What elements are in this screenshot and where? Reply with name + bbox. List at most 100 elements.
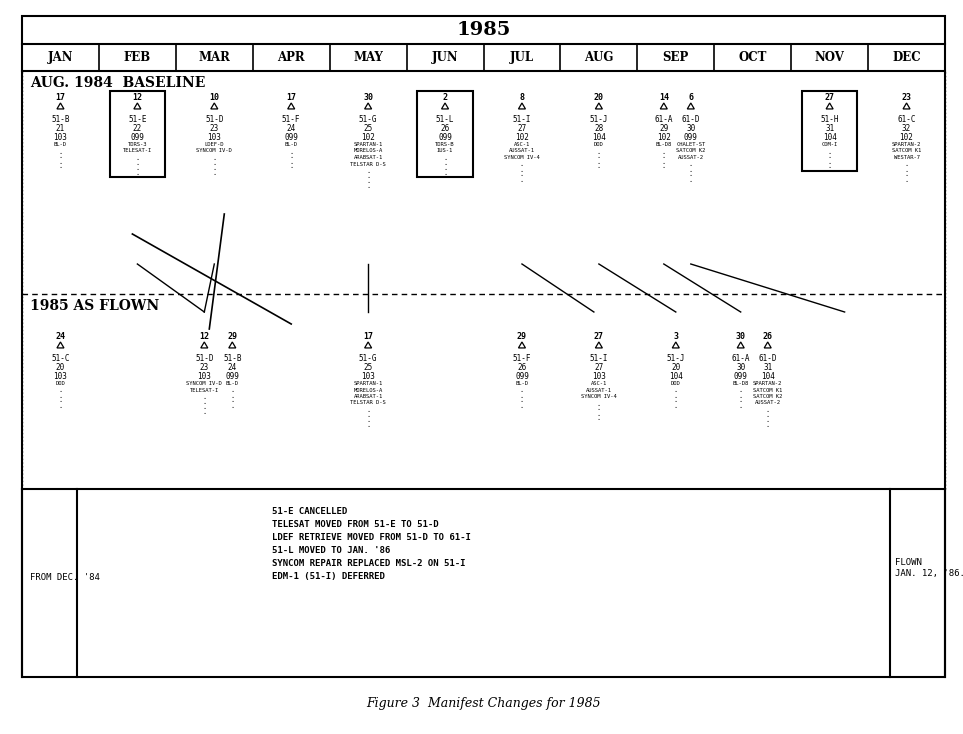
Text: .: .	[59, 398, 63, 404]
Text: TELSTAR D-S: TELSTAR D-S	[351, 401, 386, 405]
Text: 099: 099	[225, 372, 239, 381]
Text: 61-D: 61-D	[682, 115, 700, 124]
Text: AUG. 1984  BASELINE: AUG. 1984 BASELINE	[30, 76, 205, 90]
Text: SPARTAN-2: SPARTAN-2	[753, 381, 782, 386]
Text: LDEF-D: LDEF-D	[204, 142, 224, 147]
Text: CHALET-ST: CHALET-ST	[676, 142, 706, 147]
Text: MAY: MAY	[353, 51, 383, 64]
Text: BL-D8: BL-D8	[656, 142, 672, 147]
Text: .: .	[597, 415, 601, 421]
Text: 27: 27	[824, 93, 835, 102]
Text: .: .	[289, 159, 294, 164]
Text: TELESAT-I: TELESAT-I	[190, 388, 219, 393]
Text: 103: 103	[197, 372, 211, 381]
Text: MORELOS-A: MORELOS-A	[353, 388, 382, 393]
Text: APR: APR	[277, 51, 305, 64]
Text: 27: 27	[517, 124, 527, 133]
Text: SYNCOM IV-4: SYNCOM IV-4	[504, 155, 540, 160]
Text: 28: 28	[594, 124, 604, 133]
Text: .: .	[597, 159, 601, 164]
Text: OCT: OCT	[739, 51, 767, 64]
Text: SPARTAN-2: SPARTAN-2	[892, 142, 922, 147]
Text: .: .	[135, 165, 140, 171]
Text: .: .	[766, 422, 769, 428]
Text: 099: 099	[515, 372, 529, 381]
Text: .: .	[597, 153, 601, 159]
Text: LDEF RETRIEVE MOVED FROM 51-D TO 61-I: LDEF RETRIEVE MOVED FROM 51-D TO 61-I	[272, 533, 471, 542]
Text: 25: 25	[363, 124, 373, 133]
Text: AUSSAT-2: AUSSAT-2	[755, 401, 781, 405]
Text: 104: 104	[761, 372, 774, 381]
Text: 103: 103	[592, 372, 606, 381]
Text: .: .	[827, 159, 832, 164]
Text: 2: 2	[443, 93, 448, 102]
Text: SPARTAN-1: SPARTAN-1	[353, 142, 382, 147]
Text: 102: 102	[899, 133, 914, 142]
Text: SYNCOM IV-D: SYNCOM IV-D	[196, 148, 232, 153]
Text: AUSSAT-1: AUSSAT-1	[586, 388, 612, 393]
Text: 099: 099	[284, 133, 299, 142]
Text: 099: 099	[130, 133, 144, 142]
Text: TELESAT-I: TELESAT-I	[122, 148, 152, 153]
Text: .: .	[597, 401, 601, 407]
Text: SATCOM K2: SATCOM K2	[676, 148, 706, 153]
Text: WESTAR-7: WESTAR-7	[894, 155, 920, 160]
Text: .: .	[59, 388, 63, 393]
Text: DOD: DOD	[671, 381, 681, 386]
Text: 30: 30	[736, 332, 745, 341]
Text: 29: 29	[227, 332, 237, 341]
Text: 29: 29	[659, 124, 668, 133]
Text: NOV: NOV	[815, 51, 845, 64]
Text: 51-J: 51-J	[666, 354, 685, 363]
Text: TELESAT MOVED FROM 51-E TO 51-D: TELESAT MOVED FROM 51-E TO 51-D	[272, 520, 438, 529]
Text: .: .	[904, 176, 909, 183]
Text: 51-E CANCELLED: 51-E CANCELLED	[272, 507, 348, 516]
Text: .: .	[689, 161, 693, 167]
Text: 23: 23	[901, 93, 912, 102]
Text: .: .	[662, 148, 666, 154]
Text: .: .	[689, 176, 693, 183]
Text: 24: 24	[56, 332, 65, 341]
Text: 27: 27	[594, 332, 604, 341]
Text: .: .	[366, 173, 370, 179]
Text: BL-D: BL-D	[225, 381, 239, 386]
Text: 25: 25	[363, 363, 373, 372]
Text: .: .	[202, 404, 206, 410]
Text: 12: 12	[132, 93, 143, 102]
Text: .: .	[202, 409, 206, 415]
Text: 102: 102	[515, 133, 529, 142]
Text: .: .	[662, 153, 666, 159]
Text: 26: 26	[763, 332, 772, 341]
Text: JUL: JUL	[509, 51, 534, 64]
Text: .: .	[662, 159, 666, 164]
Text: .: .	[827, 148, 832, 154]
Text: 17: 17	[363, 332, 373, 341]
Text: 17: 17	[56, 93, 65, 102]
Text: .: .	[443, 155, 447, 161]
Text: .: .	[135, 160, 140, 166]
Text: .: .	[904, 167, 909, 172]
Text: Figure 3  Manifest Changes for 1985: Figure 3 Manifest Changes for 1985	[366, 697, 601, 711]
Text: 31: 31	[825, 124, 834, 133]
Text: 103: 103	[361, 372, 375, 381]
Text: 51-C: 51-C	[51, 354, 69, 363]
Text: SATCOM K1: SATCOM K1	[892, 148, 922, 153]
Text: 51-I: 51-I	[589, 354, 608, 363]
Text: .: .	[443, 160, 447, 166]
Text: .: .	[59, 148, 63, 154]
Text: FLOWN
JAN. 12, '86.: FLOWN JAN. 12, '86.	[895, 559, 963, 578]
Text: 51-G: 51-G	[359, 115, 377, 124]
Text: SATCOM K2: SATCOM K2	[753, 394, 782, 399]
Text: SYNCOM IV-4: SYNCOM IV-4	[581, 394, 616, 399]
Text: 23: 23	[199, 363, 209, 372]
Text: 51-E: 51-E	[128, 115, 146, 124]
Text: 51-I: 51-I	[512, 115, 532, 124]
Text: .: .	[366, 168, 370, 174]
Text: .: .	[230, 393, 234, 399]
Text: 103: 103	[54, 372, 67, 381]
Text: ARABSAT-1: ARABSAT-1	[353, 155, 382, 160]
Text: 61-C: 61-C	[898, 115, 916, 124]
Text: .: .	[443, 165, 447, 171]
Text: 099: 099	[438, 133, 452, 142]
Text: .: .	[212, 165, 217, 171]
